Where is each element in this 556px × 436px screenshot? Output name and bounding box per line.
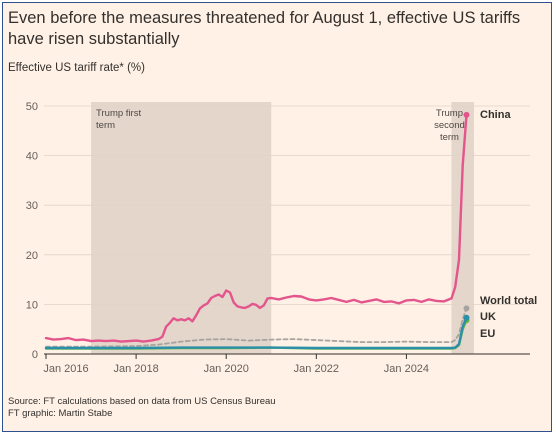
gridlines: 0 10 20 30 40 50 Jan 2016 Jan 2018 Jan 2020 Jan 2… (26, 101, 530, 375)
series-end-point (463, 314, 470, 321)
y-tick-label: 20 (26, 250, 38, 262)
series-lines (44, 111, 470, 350)
y-tick-label: 50 (26, 101, 38, 113)
period-label-second-term: term (440, 132, 459, 143)
chart-labels: Trump firsttermTrumpsecondtermChinaWorld… (96, 108, 537, 340)
x-tick-label: Jan 2016 (43, 363, 88, 375)
period-label-second-term: second (434, 120, 465, 131)
series-line-uk (44, 316, 468, 350)
chart-title: Even before the measures threatened for … (8, 9, 521, 48)
y-tick-label: 30 (26, 200, 38, 212)
y-tick-label: 10 (26, 299, 38, 311)
series-end-point (463, 111, 470, 118)
series-end-point (463, 305, 470, 312)
chart-subtitle: Effective US tariff rate* (%) (8, 62, 145, 74)
source-line: Source: FT calculations based on data fr… (8, 396, 276, 407)
period-label-first-term: term (96, 120, 115, 131)
series-line-world-total (45, 307, 468, 348)
shaded-periods (91, 102, 474, 354)
source-note: Source: FT calculations based on data fr… (8, 396, 276, 420)
series-label-uk: UK (480, 311, 496, 323)
y-tick-label: 40 (26, 151, 38, 163)
period-label-second-term: Trump (436, 108, 463, 119)
x-tick-label: Jan 2022 (294, 363, 339, 375)
y-tick-label: 0 (32, 349, 38, 361)
series-label-eu: EU (480, 328, 495, 340)
credit-line: FT graphic: Martin Stabe (8, 408, 113, 419)
series-label-china: China (480, 109, 511, 121)
shaded-period-0 (91, 102, 272, 354)
period-label-first-term: Trump first (96, 108, 141, 119)
x-tick-label: Jan 2018 (113, 363, 158, 375)
series-line-china (44, 113, 468, 343)
shaded-period-1 (451, 102, 474, 354)
x-tick-label: Jan 2020 (204, 363, 249, 375)
series-label-world-total: World total (480, 295, 537, 307)
x-tick-label: Jan 2024 (384, 363, 429, 375)
